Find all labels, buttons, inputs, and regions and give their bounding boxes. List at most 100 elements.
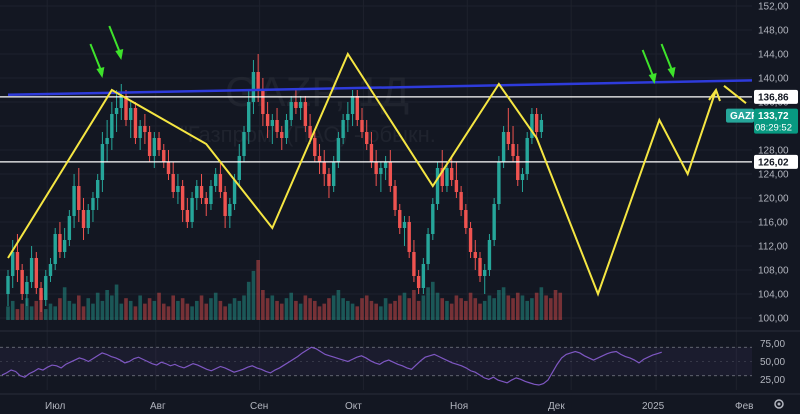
candle-body[interactable]	[204, 198, 208, 204]
gear-icon[interactable]	[774, 399, 784, 409]
candle-body[interactable]	[6, 276, 10, 294]
candle-body[interactable]	[124, 96, 128, 120]
candle-body[interactable]	[261, 90, 265, 114]
candle-body[interactable]	[62, 240, 67, 252]
candle-body[interactable]	[497, 162, 501, 204]
candle-body[interactable]	[308, 126, 312, 138]
candle-body[interactable]	[440, 168, 444, 186]
candle-body[interactable]	[15, 252, 20, 270]
candle-body[interactable]	[209, 186, 213, 204]
candle-body[interactable]	[539, 120, 544, 132]
rsi-pane[interactable]: 75,00 50,00 25,00	[0, 330, 800, 386]
candle-body[interactable]	[449, 168, 454, 180]
candle-body[interactable]	[44, 276, 48, 300]
price-axis[interactable]: 152,00148,00144,00140,00136,00132,00128,…	[726, 0, 800, 414]
candle-body[interactable]	[20, 270, 24, 294]
candle-body[interactable]	[143, 126, 147, 132]
candle-body[interactable]	[317, 156, 322, 162]
candle-body[interactable]	[445, 168, 449, 186]
candle-body[interactable]	[138, 126, 142, 138]
candle-body[interactable]	[95, 180, 100, 198]
candle-body[interactable]	[379, 168, 383, 174]
candle-body[interactable]	[303, 102, 308, 126]
candle-body[interactable]	[383, 162, 388, 168]
candle-body[interactable]	[511, 144, 515, 156]
candle-body[interactable]	[369, 144, 374, 162]
candle-body[interactable]	[464, 210, 468, 228]
candle-body[interactable]	[346, 114, 350, 120]
candle-body[interactable]	[34, 258, 39, 288]
candle-body[interactable]	[11, 252, 15, 276]
candle-body[interactable]	[29, 258, 34, 282]
candle-body[interactable]	[91, 198, 95, 210]
candle-body[interactable]	[119, 96, 123, 108]
candle-body[interactable]	[147, 132, 152, 156]
candle-body[interactable]	[454, 180, 459, 192]
candle-body[interactable]	[133, 108, 138, 138]
candle-body[interactable]	[365, 132, 369, 144]
candle-body[interactable]	[256, 72, 260, 90]
candle-body[interactable]	[412, 252, 416, 276]
candle-body[interactable]	[431, 204, 435, 234]
candle-body[interactable]	[525, 138, 529, 174]
candle-body[interactable]	[81, 210, 86, 228]
candle-body[interactable]	[48, 264, 53, 276]
candle-body[interactable]	[298, 102, 303, 108]
candle-body[interactable]	[105, 138, 109, 144]
candle-body[interactable]	[506, 132, 511, 144]
candle-body[interactable]	[294, 102, 298, 108]
candle-body[interactable]	[114, 108, 119, 114]
candle-body[interactable]	[195, 186, 199, 198]
candle-body[interactable]	[270, 120, 275, 126]
candle-body[interactable]	[388, 162, 393, 186]
candle-body[interactable]	[350, 96, 355, 114]
candle-body[interactable]	[331, 162, 336, 186]
candle-body[interactable]	[468, 228, 473, 252]
candle-body[interactable]	[110, 114, 114, 138]
candle-body[interactable]	[289, 102, 293, 120]
candle-body[interactable]	[77, 186, 81, 210]
candle-body[interactable]	[341, 120, 345, 138]
candle-body[interactable]	[185, 210, 190, 222]
candle-body[interactable]	[237, 156, 241, 180]
candle-body[interactable]	[218, 174, 223, 192]
candle-body[interactable]	[516, 156, 520, 180]
candle-body[interactable]	[251, 72, 256, 102]
candle-body[interactable]	[86, 210, 90, 228]
candle-body[interactable]	[520, 174, 525, 180]
candle-body[interactable]	[393, 186, 397, 210]
candle-body[interactable]	[265, 114, 270, 126]
candle-body[interactable]	[247, 102, 251, 132]
candle-body[interactable]	[72, 186, 76, 216]
candle-body[interactable]	[232, 180, 237, 204]
candle-body[interactable]	[473, 252, 477, 258]
candle-body[interactable]	[501, 132, 506, 162]
candle-body[interactable]	[223, 192, 227, 216]
candle-body[interactable]	[58, 234, 62, 252]
candle-body[interactable]	[199, 186, 204, 198]
candle-body[interactable]	[336, 138, 341, 162]
candle-body[interactable]	[487, 240, 492, 270]
candle-body[interactable]	[360, 120, 364, 132]
candle-body[interactable]	[398, 210, 402, 228]
candle-body[interactable]	[322, 162, 326, 174]
candle-body[interactable]	[284, 120, 289, 138]
candle-body[interactable]	[416, 276, 421, 288]
candle-body[interactable]	[478, 258, 482, 276]
candle-body[interactable]	[426, 234, 430, 264]
candle-body[interactable]	[435, 168, 440, 204]
candle-body[interactable]	[176, 186, 180, 192]
candle-body[interactable]	[152, 138, 157, 156]
candle-body[interactable]	[228, 204, 232, 216]
candle-body[interactable]	[402, 222, 407, 228]
candle-body[interactable]	[483, 270, 487, 276]
candle-body[interactable]	[407, 222, 411, 252]
candle-body[interactable]	[190, 198, 194, 222]
candle-body[interactable]	[534, 114, 539, 132]
candle-body[interactable]	[242, 132, 246, 156]
candle-body[interactable]	[492, 204, 496, 240]
candle-body[interactable]	[53, 234, 57, 264]
candlestick-series[interactable]	[6, 54, 544, 312]
candle-body[interactable]	[25, 282, 29, 294]
candle-body[interactable]	[180, 186, 185, 210]
